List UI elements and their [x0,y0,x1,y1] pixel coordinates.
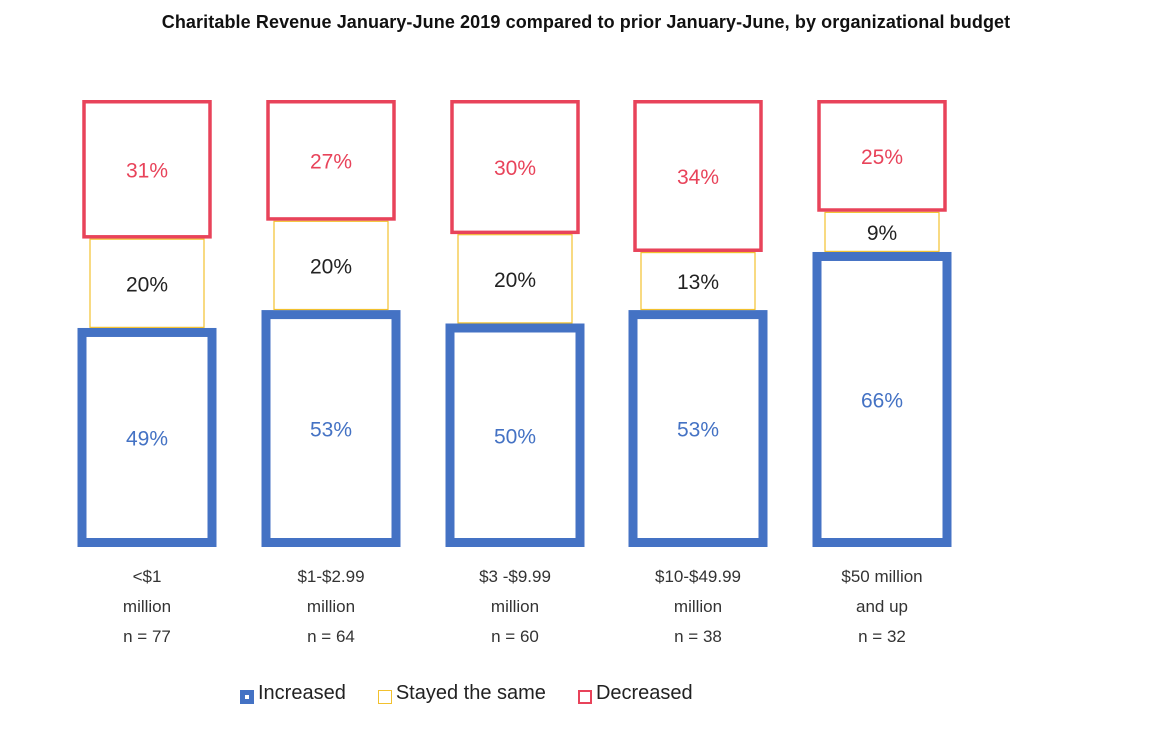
legend-item-stayed-the-same: Stayed the same [377,682,546,705]
bars-group [77,100,952,547]
data-label-decreased-3: 30% [494,157,536,180]
category-label-5: $50 million and up n = 32 [792,562,972,652]
data-label-decreased-5: 25% [861,146,903,169]
bar-decreased-2 [266,100,396,221]
bar-increased-4 [628,310,768,547]
bar-increased-2 [261,310,401,547]
bar-decreased-5 [817,100,947,212]
category-label-line: million [490,597,540,616]
bar-decreased-3 [450,100,580,235]
data-label-stayed-the-same-3: 20% [494,269,536,292]
bar-decreased-4 [633,100,763,252]
bar-stayed-the-same-1 [89,238,205,328]
data-labels-group: 49% 20% 31% 53% 20% 27% 50% 20% 30% 53% 13% 34% 66% 9… [126,146,903,451]
data-label-increased-3: 50% [494,425,536,448]
category-label-3: $3 -$9.99 million n = 60 [425,562,605,652]
legend-swatch-stayed-the-same-icon [377,689,392,704]
legend-item-decreased: Decreased [577,682,693,705]
legend-item-increased: Increased [240,682,346,705]
legend-swatch-increased-icon [240,689,254,704]
bar-decreased-1 [82,100,212,239]
bar-stayed-the-same-4 [640,251,756,311]
data-label-stayed-the-same-4: 13% [677,271,719,294]
category-label-line: and up [856,597,908,616]
category-label-2: $1-$2.99 million n = 64 [241,562,421,652]
category-label-line: $10-$49.99 [654,567,742,586]
data-label-increased-4: 53% [677,419,719,442]
category-label-line: $50 million [841,567,923,586]
bar-stayed-the-same-3 [457,234,573,324]
data-label-stayed-the-same-1: 20% [126,273,168,296]
category-label-line: n = 77 [123,627,171,646]
data-label-stayed-the-same-5: 9% [867,222,897,245]
category-label-line: $3 -$9.99 [479,567,551,586]
data-label-increased-5: 66% [861,389,903,412]
legend: Increased Stayed the same Decreased [240,682,725,705]
category-label-line: n = 64 [307,627,355,646]
data-label-decreased-1: 31% [126,159,168,182]
category-label-1: <$1 million n = 77 [57,562,237,652]
category-label-line: $1-$2.99 [297,567,365,586]
data-label-decreased-4: 34% [677,166,719,189]
category-label-line: million [122,597,172,616]
category-label-line: n = 38 [674,627,722,646]
category-label-line: <$1 [132,567,162,586]
bar-stayed-the-same-5 [824,211,940,252]
legend-swatch-decreased-icon [577,689,592,704]
data-label-increased-2: 53% [310,419,352,442]
data-label-decreased-2: 27% [310,150,352,173]
data-label-increased-1: 49% [126,427,168,450]
legend-label-stayed-the-same: Stayed the same [395,682,546,704]
legend-label-decreased: Decreased [595,682,693,704]
bar-increased-3 [445,323,585,547]
category-label-4: $10-$49.99 million n = 38 [608,562,788,652]
category-label-line: n = 60 [491,627,539,646]
category-label-line: n = 32 [858,627,906,646]
bar-increased-5 [812,251,952,547]
category-label-line: million [306,597,356,616]
category-label-line: million [673,597,723,616]
bar-stayed-the-same-2 [273,220,389,311]
data-label-stayed-the-same-2: 20% [310,255,352,278]
legend-label-increased: Increased [258,682,346,704]
chart-title: Charitable Revenue January-June 2019 com… [161,12,1011,32]
bar-increased-1 [77,327,217,547]
